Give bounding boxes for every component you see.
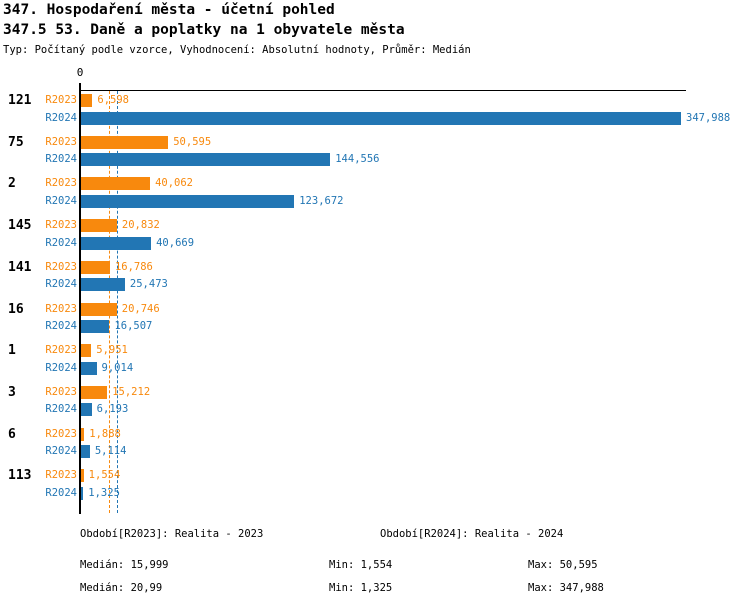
series-label-r2024: R2024	[45, 486, 77, 499]
bar-value-label: 40,062	[155, 177, 193, 190]
bar-r2024	[81, 320, 110, 333]
series-label-r2023: R2023	[45, 385, 77, 398]
y-axis-line	[79, 83, 81, 514]
bar-value-label: 9,014	[101, 361, 134, 374]
series-label-r2023: R2023	[45, 94, 77, 106]
bar-value-label: 6,598	[97, 94, 129, 106]
series-label-r2024: R2024	[45, 278, 77, 291]
series-label-r2023: R2023	[45, 427, 77, 440]
bar-r2023	[81, 135, 169, 149]
series-label-r2024: R2024	[45, 361, 77, 374]
bar-r2023	[81, 94, 93, 107]
bar-r2023	[81, 177, 151, 191]
series-label-r2023: R2023	[45, 344, 77, 357]
bar-r2023	[81, 260, 110, 274]
series-label-r2023: R2023	[45, 260, 77, 273]
bar-value-label: 25,473	[129, 278, 168, 291]
bar-r2024	[81, 361, 97, 375]
bar-value-label: 1,554	[88, 469, 121, 482]
stat-min-r2024: Min: 1,325	[329, 582, 393, 594]
bar-value-label: 20,746	[121, 302, 160, 315]
series-label-r2024: R2024	[45, 153, 77, 166]
bar-value-label: 16,786	[114, 260, 153, 273]
bar-r2024	[81, 403, 92, 417]
bar-r2023	[81, 385, 108, 399]
bar-r2023	[81, 469, 84, 483]
bar-r2023	[81, 219, 117, 233]
category-label: 1	[8, 343, 16, 359]
stat-median-r2024: Medián: 20,99	[80, 582, 163, 594]
series-label-r2023: R2023	[45, 302, 77, 315]
legend-r2024: Období[R2024]: Realita - 2024	[380, 528, 564, 540]
bar-value-label: 15,212	[112, 385, 151, 398]
median-line-r2024	[117, 91, 118, 513]
bar-value-label: 347,988	[686, 111, 731, 124]
x-axis-line	[81, 90, 686, 91]
category-label: 145	[8, 218, 32, 234]
category-label: 75	[8, 134, 24, 150]
series-label-r2024: R2024	[45, 194, 77, 207]
legend-r2023: Období[R2023]: Realita - 2023	[80, 528, 264, 540]
series-label-r2023: R2023	[45, 469, 77, 482]
series-label-r2023: R2023	[45, 135, 77, 148]
bar-value-label: 1,325	[88, 486, 120, 499]
bar-r2024	[81, 236, 152, 250]
category-label: 113	[8, 468, 32, 484]
category-label: 3	[8, 384, 16, 400]
stat-min-r2023: Min: 1,554	[329, 559, 393, 571]
series-label-r2024: R2024	[45, 445, 77, 458]
bar-value-label: 40,669	[156, 236, 195, 249]
bar-value-label: 1,888	[89, 427, 121, 440]
bar-r2024	[81, 278, 125, 292]
category-label: 16	[8, 301, 24, 317]
series-label-r2024: R2024	[45, 320, 77, 332]
series-label-r2024: R2024	[45, 403, 77, 416]
stat-max-r2024: Max: 347,988	[528, 582, 604, 594]
bar-value-label: 50,595	[173, 135, 212, 148]
page-title: 347. Hospodaření města - účetní pohled	[3, 2, 335, 18]
category-label: 2	[8, 176, 16, 192]
bar-r2023	[81, 302, 117, 316]
series-label-r2023: R2023	[45, 177, 77, 190]
stat-median-r2023: Medián: 15,999	[80, 559, 169, 571]
bar-value-label: 123,672	[299, 194, 344, 207]
bar-r2023	[81, 344, 92, 358]
bar-value-label: 144,556	[335, 153, 380, 166]
bar-r2024	[81, 153, 331, 167]
bar-value-label: 5,114	[94, 445, 127, 458]
page-subtitle: 347.5 53. Daně a poplatky na 1 obyvatele…	[3, 22, 405, 38]
bar-r2024	[81, 111, 681, 125]
bar-r2024	[81, 194, 295, 208]
stat-max-r2023: Max: 50,595	[528, 559, 598, 571]
series-label-r2024: R2024	[45, 236, 77, 249]
series-label-r2024: R2024	[45, 111, 77, 124]
category-label: 6	[8, 426, 16, 442]
bar-r2024	[81, 445, 90, 459]
chart-meta-line: Typ: Počítaný podle vzorce, Vyhodnocení:…	[3, 44, 471, 56]
x-axis-zero-tick-label: 0	[76, 66, 84, 79]
bar-value-label: 20,832	[121, 219, 160, 232]
bar-r2024	[81, 486, 84, 500]
bar-value-label: 16,507	[114, 320, 153, 332]
bar-value-label: 5,951	[96, 344, 128, 357]
category-label: 141	[8, 259, 32, 275]
bar-value-label: 6,193	[96, 403, 129, 416]
series-label-r2023: R2023	[45, 219, 77, 232]
median-line-r2023	[109, 91, 110, 513]
bar-r2023	[81, 427, 85, 441]
category-label: 121	[8, 93, 32, 108]
